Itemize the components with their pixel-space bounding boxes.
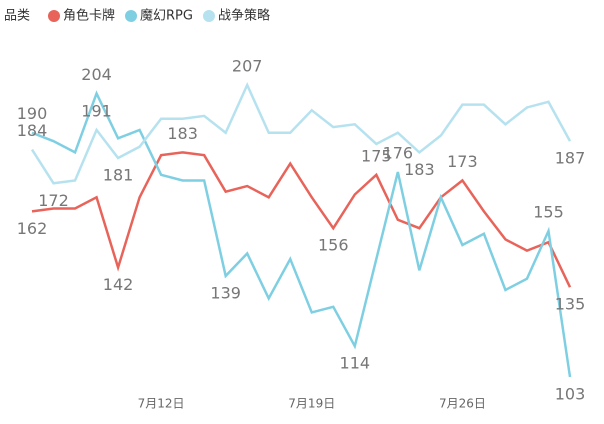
data-label: 114 xyxy=(340,354,371,373)
data-label: 187 xyxy=(555,149,586,168)
legend-marker xyxy=(125,10,138,22)
data-label: 103 xyxy=(555,385,586,404)
data-label: 156 xyxy=(318,236,349,255)
x-tick-label: 7月19日 xyxy=(288,397,335,411)
data-label: 142 xyxy=(103,275,134,294)
data-label: 190 xyxy=(17,104,48,123)
legend-label: 角色卡牌 xyxy=(63,8,115,24)
legend-label: 战争策略 xyxy=(218,8,270,24)
data-label: 191 xyxy=(81,101,112,120)
data-label: 175 xyxy=(361,146,392,165)
x-tick-label: 7月12日 xyxy=(138,397,185,411)
series-line xyxy=(31,151,572,288)
legend-label: 魔幻RPG xyxy=(140,9,193,24)
data-label: 155 xyxy=(533,203,564,222)
data-label: 139 xyxy=(210,283,241,302)
series-line xyxy=(31,90,572,378)
data-label: 184 xyxy=(17,121,48,140)
legend-marker xyxy=(48,10,60,22)
data-label: 172 xyxy=(38,191,69,210)
series-line xyxy=(30,81,572,185)
data-label: 183 xyxy=(404,160,435,179)
data-label: 176 xyxy=(383,144,414,163)
data-label: 204 xyxy=(81,65,112,84)
data-label: 162 xyxy=(17,219,48,238)
data-label: 135 xyxy=(555,295,586,314)
data-label: 173 xyxy=(447,152,478,171)
legend-title: 品类 xyxy=(4,9,30,24)
data-label: 207 xyxy=(232,57,263,76)
x-tick-label: 7月26日 xyxy=(439,397,486,411)
data-label: 181 xyxy=(103,166,134,185)
legend-marker xyxy=(202,10,215,22)
data-label: 183 xyxy=(167,124,198,143)
